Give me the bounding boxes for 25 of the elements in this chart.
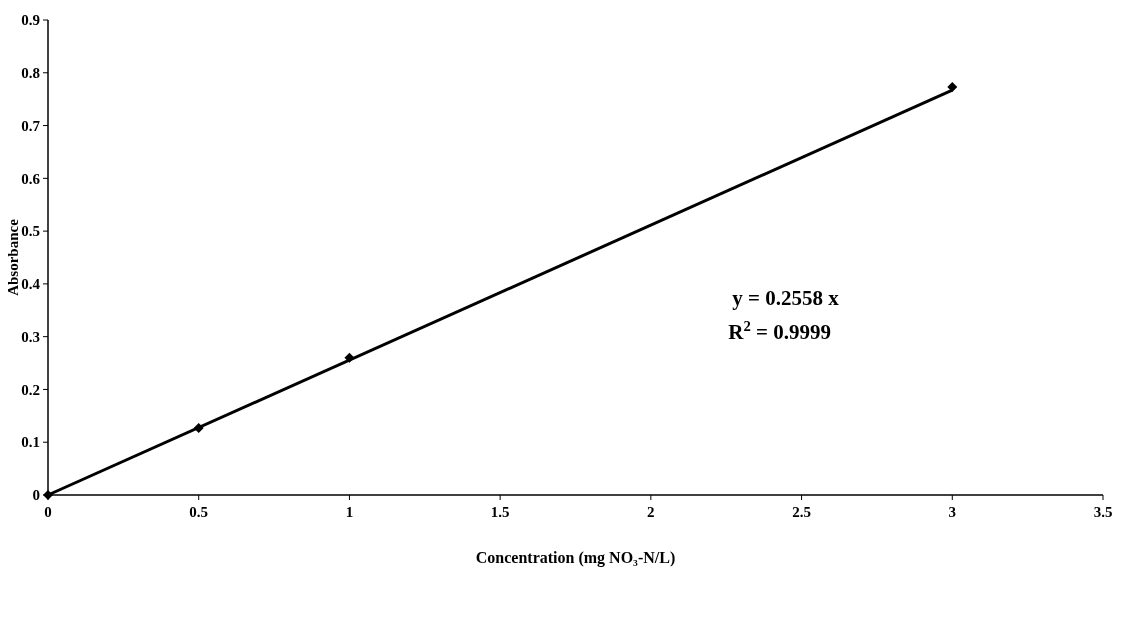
x-tick-label: 2: [647, 504, 655, 520]
y-tick-label: 0.6: [21, 170, 41, 187]
x-tick-label: 0: [44, 504, 52, 520]
x-tick-label: 1: [345, 504, 354, 520]
x-tick-label: 2.5: [792, 504, 811, 520]
y-axis-title: Absorbance: [5, 218, 21, 296]
point: [947, 82, 958, 93]
y-tick-label: 0.1: [21, 434, 40, 451]
y-tick-label: 0.8: [21, 65, 40, 82]
y-tick-label: 0.5: [21, 223, 40, 240]
x-tick-label: 0.5: [189, 504, 209, 520]
y-tick-label: 0.7: [21, 117, 41, 134]
x-tick-label: 1.5: [490, 504, 510, 520]
y-tick-label: 0.3: [21, 328, 40, 345]
y-tick-label: 0: [32, 487, 40, 504]
annotation: R$^{2}$ = 0.9999: [728, 318, 831, 344]
point: [344, 352, 355, 363]
y-tick-label: 0.9: [21, 12, 40, 29]
annotation: y = 0.2558 x: [732, 286, 840, 310]
x-tick-label: 3: [948, 504, 957, 520]
y-tick-label: 0.4: [21, 276, 41, 293]
point: [193, 422, 204, 433]
y-tick-label: 0.2: [21, 381, 40, 398]
x-tick-label: 3.5: [1093, 504, 1113, 520]
x-axis-title: Concentration (mg NO₃-N/L): [475, 549, 676, 567]
